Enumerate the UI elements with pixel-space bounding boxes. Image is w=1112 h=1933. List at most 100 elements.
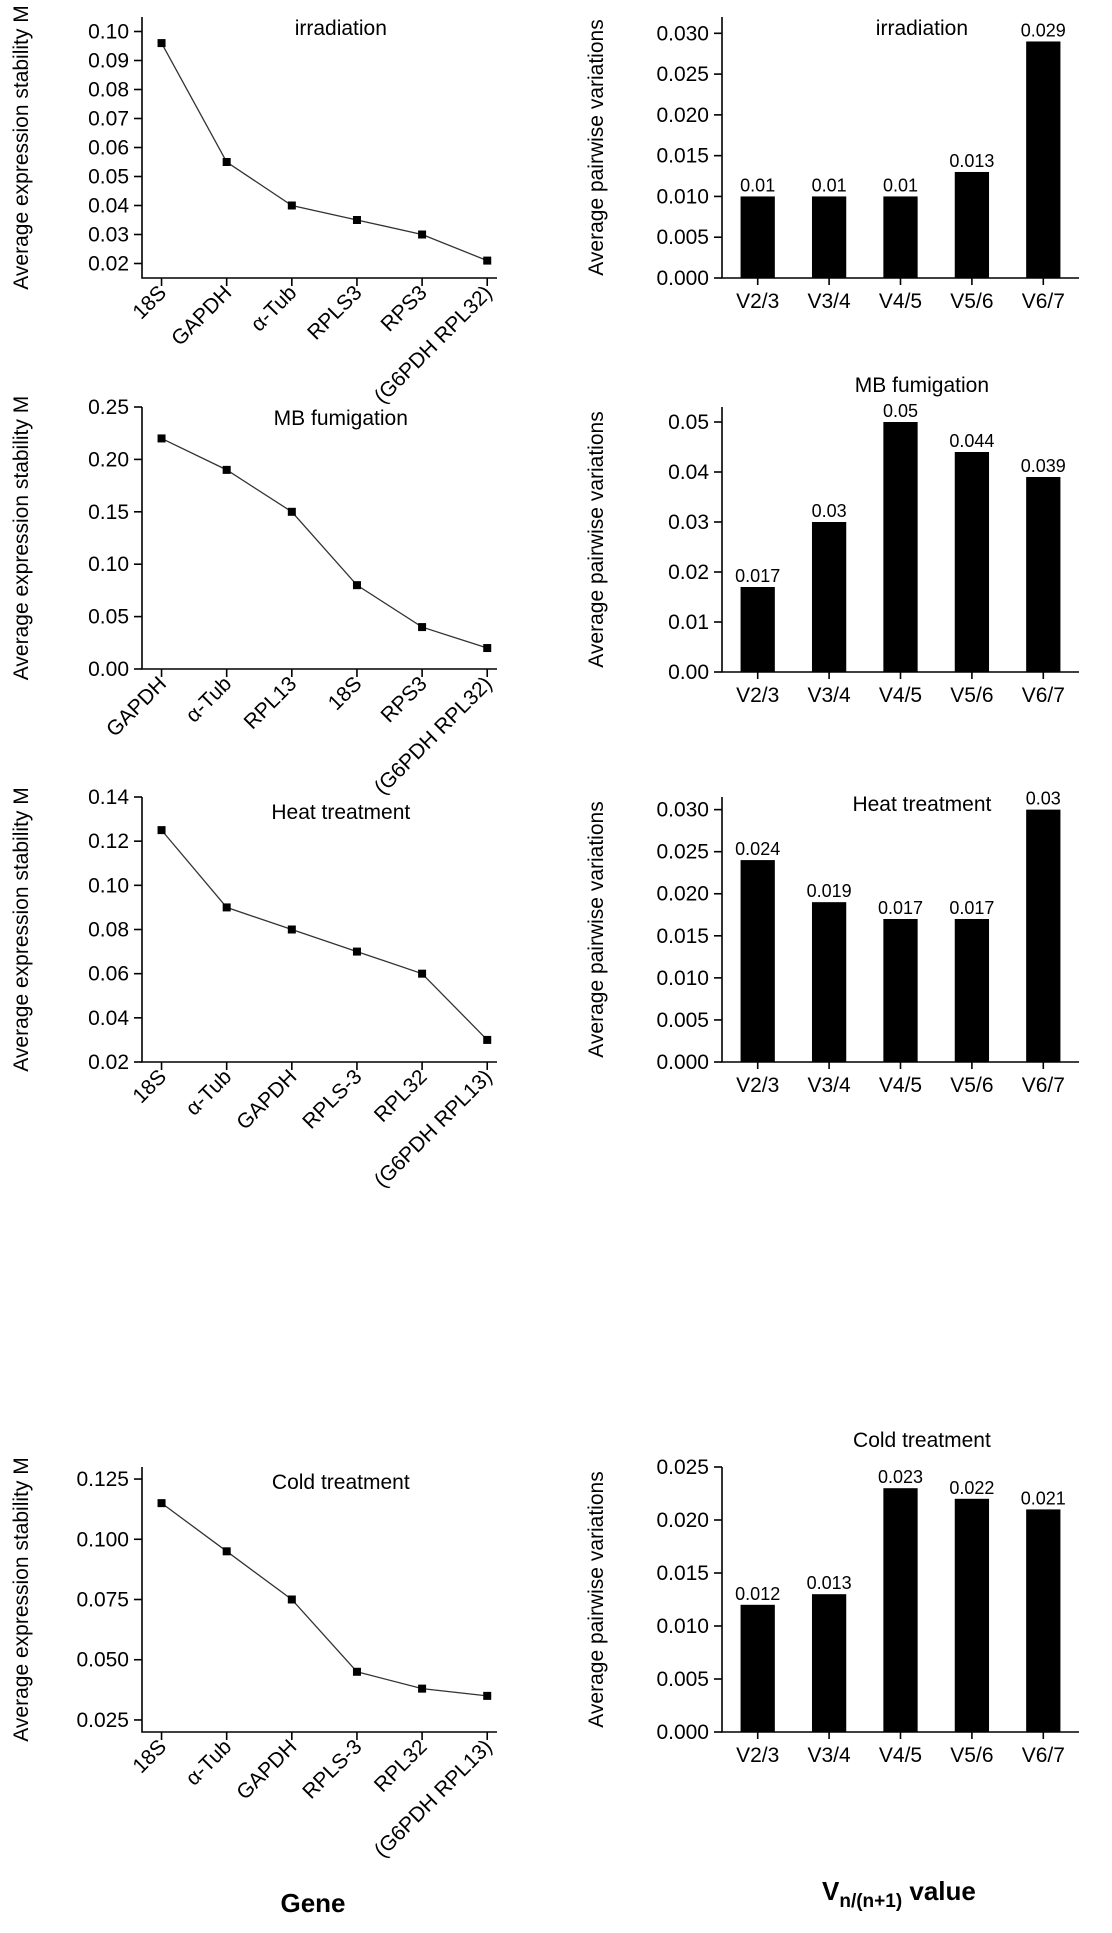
y-tick-label: 0.08 bbox=[88, 919, 129, 942]
panel-title: MB fumigation bbox=[855, 374, 989, 397]
y-tick-label: 0.06 bbox=[88, 137, 129, 160]
x-tick-label: (G6PDH RPL32) bbox=[370, 672, 497, 799]
y-tick-label: 0.04 bbox=[88, 195, 129, 218]
y-tick-label: 0.010 bbox=[656, 185, 709, 208]
y-axis-title: Average expression stability M bbox=[10, 396, 33, 680]
bar bbox=[811, 196, 847, 278]
y-tick-label: 0.00 bbox=[668, 661, 709, 684]
y-tick-label: 0.12 bbox=[88, 830, 129, 853]
x-tick-label: V6/7 bbox=[1022, 1744, 1065, 1767]
bar-value-label: 0.01 bbox=[740, 175, 775, 195]
x-tick-label: (G6PDH RPL13) bbox=[370, 1735, 497, 1862]
y-axis-title: Average pairwise variations bbox=[585, 1471, 608, 1727]
y-axis-title: Average pairwise variations bbox=[585, 19, 608, 275]
x-tick-label: RPL32 bbox=[370, 1065, 432, 1127]
panel-title: Heat treatment bbox=[852, 793, 991, 816]
v-axis-title-main: V bbox=[822, 1876, 840, 1906]
data-point bbox=[483, 1691, 492, 1700]
y-tick-label: 0.005 bbox=[656, 1009, 709, 1032]
data-point bbox=[287, 201, 296, 210]
data-point bbox=[222, 158, 231, 166]
x-tick-label: GAPDH bbox=[232, 1735, 301, 1804]
panel-title: irradiation bbox=[295, 17, 387, 40]
y-tick-label: 0.03 bbox=[88, 224, 129, 247]
bar bbox=[883, 1488, 918, 1732]
axis-frame bbox=[141, 797, 497, 1063]
y-tick-label: 0.125 bbox=[76, 1468, 129, 1491]
panel-2: 0.000 0.005 0.010 0.015 0.020 0.025 0.030 Avera… bbox=[585, 17, 1079, 313]
bar-value-label: 0.023 bbox=[878, 1467, 923, 1487]
x-tick-label: RPLS-3 bbox=[298, 1065, 366, 1133]
panel-title: irradiation bbox=[876, 17, 968, 40]
bar-value-label: 0.019 bbox=[807, 881, 852, 901]
y-tick-label: 0.07 bbox=[88, 108, 129, 131]
x-tick-label: 18S bbox=[128, 281, 171, 324]
data-point bbox=[483, 256, 492, 265]
data-point bbox=[352, 216, 361, 224]
axis-frame bbox=[141, 407, 497, 670]
bar bbox=[954, 918, 990, 1062]
x-tick-label: RPS3 bbox=[377, 281, 432, 336]
gene-axis-title: Gene bbox=[280, 1888, 345, 1918]
y-tick-label: 0.02 bbox=[668, 561, 709, 584]
y-tick-label: 0.050 bbox=[76, 1649, 129, 1672]
bar bbox=[883, 196, 918, 278]
panel-4: 0.00 0.01 0.02 0.03 0.04 0.05 Average pairwise… bbox=[585, 374, 1079, 707]
bar-value-label: 0.017 bbox=[735, 566, 780, 586]
bar bbox=[1026, 1509, 1061, 1732]
y-tick-label: 0.030 bbox=[656, 22, 709, 45]
y-tick-label: 0.05 bbox=[668, 411, 709, 434]
y-tick-label: 0.05 bbox=[88, 606, 129, 629]
x-tick-label: α-Tub bbox=[181, 1735, 236, 1790]
panel-1: 0.02 0.03 0.04 0.05 0.06 0.07 0.08 0.09 0.10 Aver… bbox=[10, 5, 497, 408]
y-tick-label: 0.06 bbox=[88, 963, 129, 986]
y-tick-label: 0.01 bbox=[668, 611, 709, 634]
x-tick-label: V2/3 bbox=[736, 1744, 779, 1767]
bar-value-label: 0.013 bbox=[807, 1573, 852, 1593]
x-tick-label: 18S bbox=[324, 672, 367, 715]
bar bbox=[883, 918, 918, 1062]
y-axis-title: Average pairwise variations bbox=[585, 801, 608, 1057]
v-axis-title-rest: value bbox=[902, 1876, 976, 1906]
y-axis-title: Average pairwise variations bbox=[585, 411, 608, 667]
data-point bbox=[483, 1035, 492, 1044]
y-tick-label: 0.08 bbox=[88, 79, 129, 102]
x-tick-label: V5/6 bbox=[950, 1074, 993, 1097]
x-tick-label: 18S bbox=[128, 1735, 171, 1778]
y-tick-label: 0.010 bbox=[656, 967, 709, 990]
x-tick-label: V4/5 bbox=[879, 684, 922, 707]
panel-title: Cold treatment bbox=[272, 1471, 410, 1494]
bar bbox=[954, 171, 990, 278]
x-tick-label: RPS3 bbox=[377, 672, 432, 727]
data-point bbox=[352, 581, 361, 590]
x-tick-label: V2/3 bbox=[736, 684, 779, 707]
data-point bbox=[352, 1667, 361, 1676]
x-tick-label: RPLS-3 bbox=[298, 1735, 366, 1803]
y-tick-label: 0.10 bbox=[88, 874, 129, 897]
y-tick-label: 0.000 bbox=[656, 1051, 709, 1074]
x-tick-label: V2/3 bbox=[736, 1074, 779, 1097]
y-tick-label: 0.020 bbox=[656, 1509, 709, 1532]
x-tick-label: (G6PDH RPL13) bbox=[370, 1065, 497, 1192]
bar-value-label: 0.017 bbox=[878, 898, 923, 918]
y-tick-label: 0.05 bbox=[88, 166, 129, 189]
panel-6: 0.000 0.005 0.010 0.015 0.020 0.025 0.030 Avera… bbox=[585, 789, 1079, 1097]
bar-value-label: 0.01 bbox=[812, 175, 847, 195]
data-point bbox=[287, 925, 296, 934]
y-tick-label: 0.005 bbox=[656, 226, 709, 249]
data-point bbox=[222, 903, 231, 912]
data-point bbox=[222, 1547, 231, 1556]
v-axis-title: Vn/(n+1) value bbox=[822, 1876, 976, 1912]
data-point bbox=[222, 465, 231, 474]
y-tick-label: 0.04 bbox=[88, 1007, 129, 1030]
data-point bbox=[483, 644, 492, 653]
data-point bbox=[418, 1684, 427, 1693]
x-tick-label: α-Tub bbox=[181, 672, 236, 727]
y-axis-title: Average expression stability M bbox=[10, 1457, 33, 1741]
data-point bbox=[418, 623, 427, 632]
y-tick-label: 0.03 bbox=[668, 511, 709, 534]
x-tick-label: V3/4 bbox=[807, 684, 851, 707]
data-point bbox=[418, 969, 427, 978]
x-tick-label: V3/4 bbox=[807, 290, 851, 313]
